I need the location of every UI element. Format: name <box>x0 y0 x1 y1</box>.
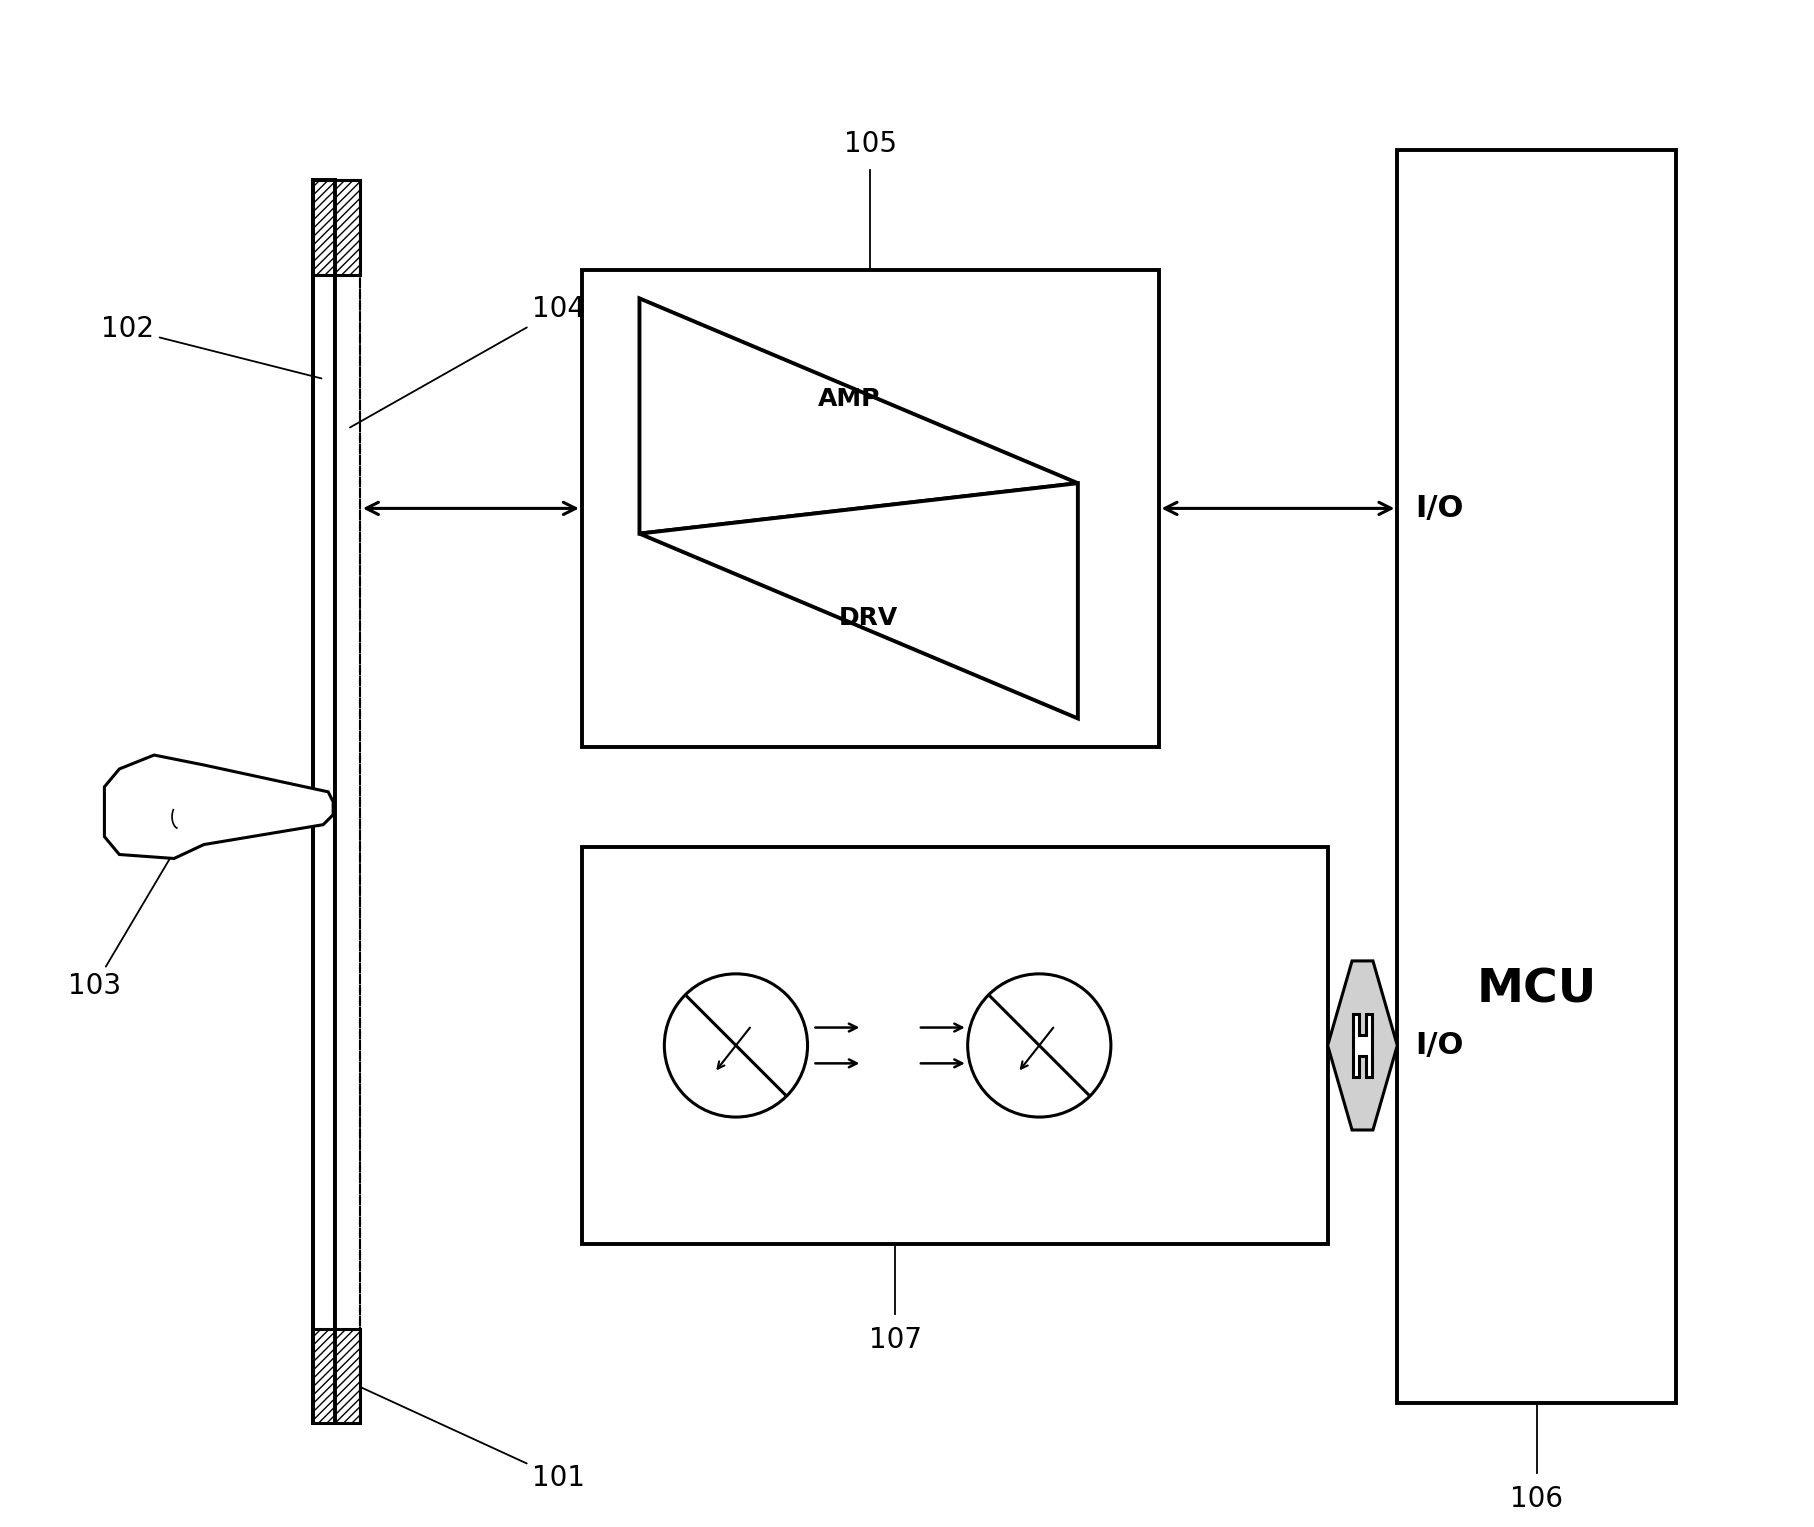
Text: I/O: I/O <box>1415 1031 1462 1060</box>
Text: AMP: AMP <box>816 388 880 411</box>
Polygon shape <box>1351 1014 1371 1077</box>
Circle shape <box>664 974 807 1118</box>
Bar <box>582 846 1328 1245</box>
Bar <box>314 180 336 1423</box>
Text: 105: 105 <box>844 130 896 159</box>
Circle shape <box>967 974 1110 1118</box>
Polygon shape <box>639 483 1078 718</box>
Bar <box>1397 150 1674 1403</box>
Bar <box>336 180 359 1423</box>
Polygon shape <box>639 298 1078 533</box>
Text: 103: 103 <box>67 854 172 1000</box>
Bar <box>582 270 1157 747</box>
Bar <box>314 1328 359 1423</box>
Polygon shape <box>105 754 334 858</box>
Text: 107: 107 <box>869 1325 922 1354</box>
Text: 106: 106 <box>1509 1486 1562 1513</box>
Text: MCU: MCU <box>1475 968 1596 1012</box>
Text: 102: 102 <box>102 316 321 379</box>
Text: I/O: I/O <box>1415 493 1462 522</box>
Text: 104: 104 <box>350 296 584 428</box>
Bar <box>314 180 359 275</box>
Polygon shape <box>1328 960 1397 1130</box>
Text: 101: 101 <box>339 1377 584 1492</box>
Text: DRV: DRV <box>838 606 898 629</box>
